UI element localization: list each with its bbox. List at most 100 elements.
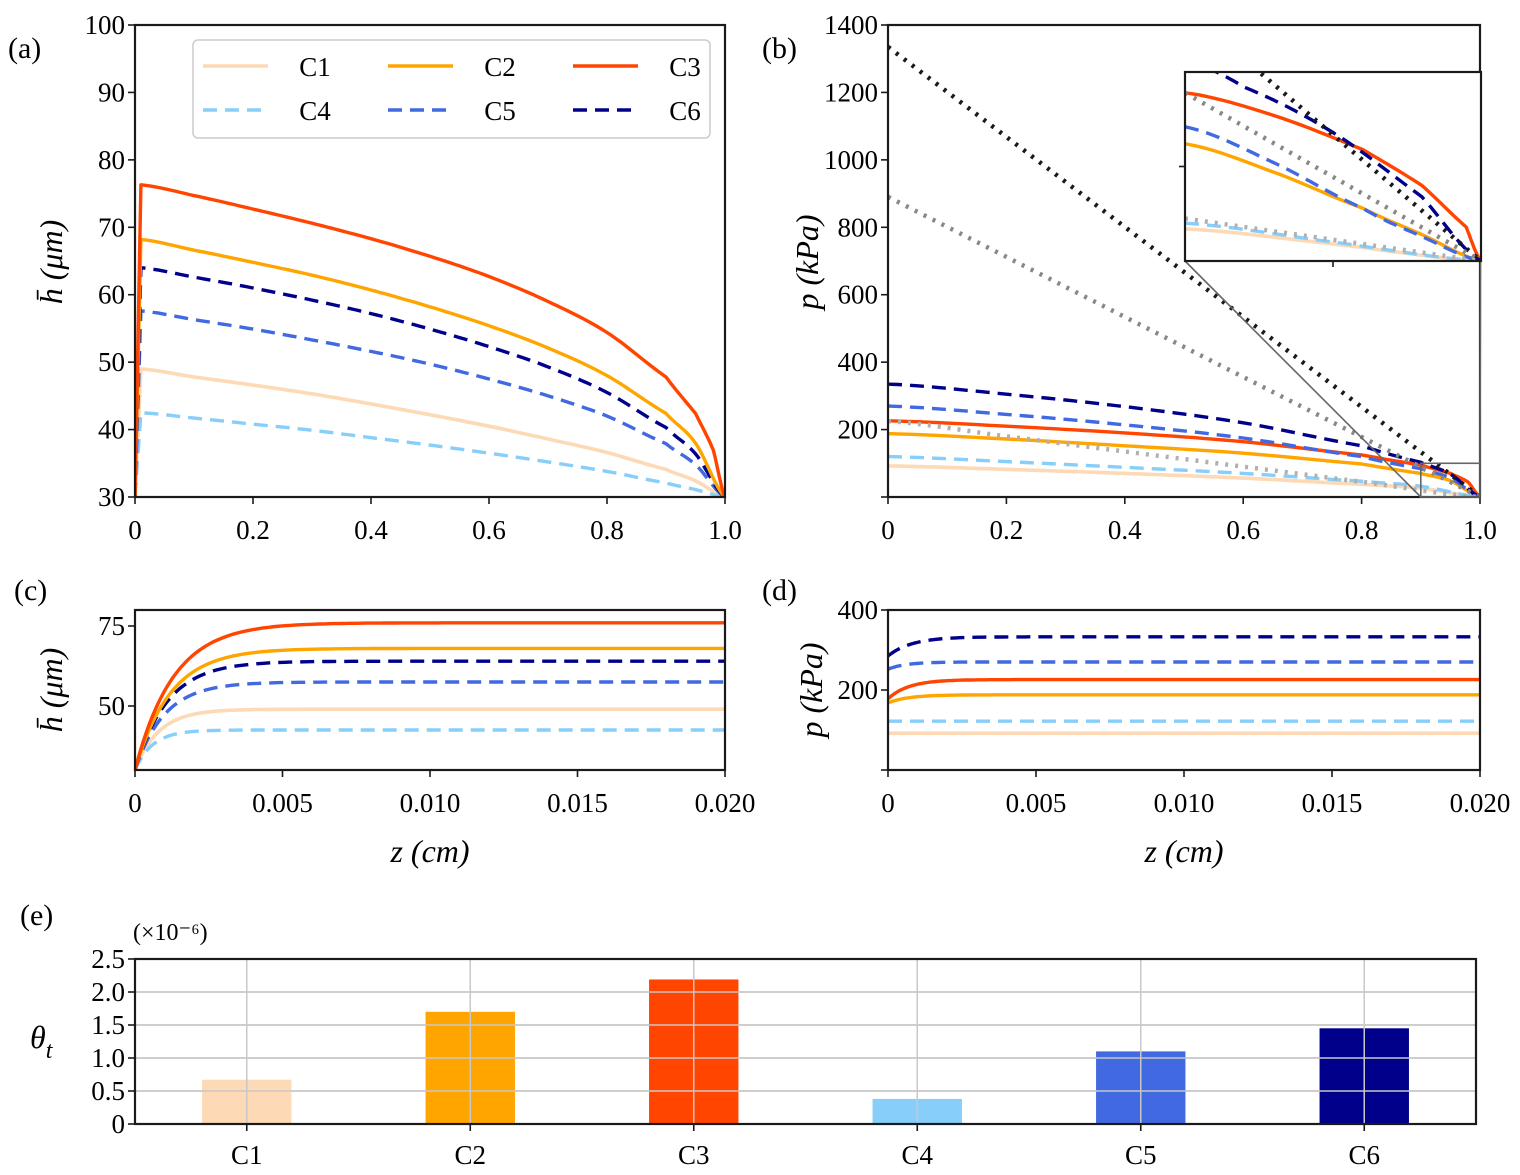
series-line-c5 — [888, 404, 1480, 497]
y-tick-label: 1.0 — [91, 1043, 125, 1073]
inset-b — [1179, 70, 1483, 498]
y-tick-label: 100 — [85, 10, 126, 40]
x-tick-label: 0 — [881, 515, 895, 545]
x-tick-label: 0.015 — [1302, 788, 1363, 818]
y-tick-label: 50 — [98, 691, 125, 721]
legend-label-c5: C5 — [484, 96, 516, 126]
series-line-c6 — [888, 382, 1480, 497]
series-line-ref-black — [888, 45, 1480, 497]
inset-connector-line — [1184, 260, 1422, 498]
series-line-c6 — [888, 635, 1480, 658]
panel-e-bars — [135, 958, 1476, 1125]
panel-e: (e) (×10⁻⁶) C1 C2 C3 C4 C5 C6 00.51.01.52.02.5… — [20, 899, 1478, 1170]
axes-frame — [133, 23, 727, 499]
x-tick-label: C5 — [1125, 1140, 1157, 1170]
panel-c: (c) 0 0.005 0.010 0.015 0.020 50 75 h̄ (μm) z … — [14, 574, 755, 869]
x-tick-label: 0.020 — [1450, 788, 1511, 818]
panel-b: (b) 0 0.2 0.4 0.6 0.8 1.0 200 400 600 800 1000 1200… — [762, 10, 1497, 545]
y-tick-label: 1.5 — [91, 1010, 125, 1040]
y-tick-label: 70 — [98, 212, 125, 242]
x-tick-label: C1 — [231, 1140, 263, 1170]
x-tick-label: 0.6 — [472, 515, 506, 545]
panel-e-grid — [135, 958, 1476, 1125]
y-tick-label: 50 — [98, 347, 125, 377]
panel-label-b: (b) — [762, 32, 797, 65]
y-tick-label: 0 — [112, 1109, 126, 1139]
series-line-c5 — [888, 660, 1480, 671]
scale-label-e: (×10⁻⁶) — [133, 920, 208, 946]
legend-label-c2: C2 — [484, 52, 516, 82]
x-tick-label: 0.6 — [1226, 515, 1260, 545]
series-line-c5 — [135, 309, 725, 497]
x-tick-label: C3 — [678, 1140, 710, 1170]
x-tick-label: 0.015 — [547, 788, 608, 818]
series-line-c6 — [135, 659, 725, 770]
y-tick-label: 0.5 — [91, 1076, 125, 1106]
panel-d-series — [888, 635, 1480, 735]
x-axis-label-c: z (cm) — [389, 833, 469, 869]
series-line-c3 — [135, 621, 725, 770]
x-tick-label: 0 — [128, 515, 142, 545]
y-tick-label: 200 — [838, 675, 879, 705]
series-line-c6 — [135, 266, 725, 497]
x-tick-label: 0.2 — [236, 515, 270, 545]
x-tick-label: 0 — [881, 788, 895, 818]
x-tick-label: 1.0 — [1463, 515, 1497, 545]
x-tick-label: C4 — [901, 1140, 933, 1170]
x-tick-label: 0.005 — [1006, 788, 1067, 818]
series-line-c3 — [135, 183, 725, 497]
x-tick-label: C6 — [1348, 1140, 1380, 1170]
series-line-c2 — [888, 431, 1480, 497]
y-tick-label: 200 — [838, 415, 879, 445]
panel-a: (a) 0 0.2 0.4 0.6 0.8 1.0 30 40 50 60 70 80 90 100 h̄… — [8, 10, 742, 545]
series-line-c4 — [135, 411, 725, 497]
y-tick-label: 30 — [98, 482, 125, 512]
legend-a: C1 C2 C3 C4 C5 C6 — [192, 39, 711, 139]
y-axis-label-e: θt — [30, 1019, 54, 1064]
y-axis-label-b: p (kPa) — [789, 214, 825, 311]
y-tick-label: 1000 — [824, 145, 878, 175]
y-axis-label-c: h̄ (μm) — [33, 648, 69, 732]
y-tick-label: 2.5 — [91, 944, 125, 974]
series-line-c3 — [1185, 91, 1481, 261]
x-tick-label: 0.005 — [252, 788, 313, 818]
panel-a-series — [135, 183, 725, 497]
panel-c-series — [135, 621, 725, 770]
panel-a-axes: 0 0.2 0.4 0.6 0.8 1.0 30 40 50 60 70 80 90 100 — [85, 10, 742, 545]
y-tick-label: 90 — [98, 77, 125, 107]
series-line-c1 — [135, 367, 725, 497]
panel-label-a: (a) — [8, 32, 41, 65]
series-line-c2 — [135, 237, 725, 497]
panel-e-axes: C1 C2 C3 C4 C5 C6 00.51.01.52.02.5 — [91, 944, 1478, 1170]
panel-label-e: (e) — [20, 899, 53, 932]
inset-zoom-region — [1420, 462, 1481, 498]
panel-c-axes: 0 0.005 0.010 0.015 0.020 50 75 — [98, 608, 755, 818]
x-tick-label: C2 — [454, 1140, 486, 1170]
series-line-c3 — [888, 677, 1480, 701]
axes-frame — [886, 608, 1482, 772]
x-tick-label: 0.8 — [1345, 515, 1379, 545]
y-tick-label: 600 — [838, 280, 879, 310]
panel-label-d: (d) — [762, 574, 797, 607]
series-line-c2 — [1185, 142, 1481, 261]
x-tick-label: 0.4 — [1108, 515, 1142, 545]
y-tick-label: 400 — [838, 595, 879, 625]
x-tick-label: 0.8 — [590, 515, 624, 545]
legend-label-c3: C3 — [669, 52, 701, 82]
x-axis-label-d: z (cm) — [1143, 833, 1223, 869]
y-tick-label: 1400 — [824, 10, 878, 40]
series-line-ref-gray — [888, 194, 1480, 497]
y-tick-label: 1200 — [824, 77, 878, 107]
y-tick-label: 2.0 — [91, 977, 125, 1007]
series-line-c3 — [888, 419, 1480, 497]
y-tick-label: 75 — [98, 611, 125, 641]
series-line-c4 — [135, 728, 725, 770]
series-line-c2 — [135, 646, 725, 770]
y-tick-label: 40 — [98, 415, 125, 445]
x-tick-label: 0.4 — [354, 515, 388, 545]
inset-series — [1185, 72, 1481, 261]
panel-d-axes: 0 0.005 0.010 0.015 0.020 200 400 — [838, 595, 1511, 818]
x-tick-label: 0.010 — [400, 788, 461, 818]
